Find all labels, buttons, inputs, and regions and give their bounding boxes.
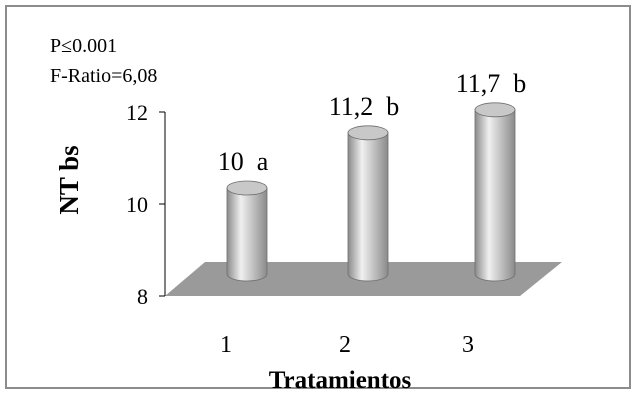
annotation-f-ratio: F-Ratio=6,08 [50,65,157,87]
bars [226,102,516,282]
bar-2 [347,125,389,282]
bar-body [347,132,389,282]
data-labels: 10 a 11,2 b 11,7 b [218,69,527,176]
bar-top [347,125,389,141]
bar-3 [474,102,516,282]
data-label: 11,7 b [456,69,527,98]
annotation-p-value: P≤0.001 [50,35,117,57]
y-tick-label: 12 [126,100,148,125]
y-tick-label: 10 [126,192,148,217]
x-ticks: 1 2 3 [220,332,474,358]
x-tick-label: 2 [339,332,351,358]
y-ticks: 8 10 12 [126,100,165,309]
bar-body [226,187,268,282]
y-tick-label: 8 [137,284,148,309]
bar-top [226,180,268,196]
x-tick-label: 3 [462,332,474,358]
x-axis-label: Tratamientos [269,367,412,394]
y-axis-label: NT bs [54,145,84,214]
bar-body [474,109,516,282]
chart-border [5,5,631,389]
bar-top [474,102,516,118]
bar-1 [226,180,268,282]
x-tick-label: 1 [220,332,232,358]
data-label: 10 a [218,147,269,176]
data-label: 11,2 b [329,92,400,121]
